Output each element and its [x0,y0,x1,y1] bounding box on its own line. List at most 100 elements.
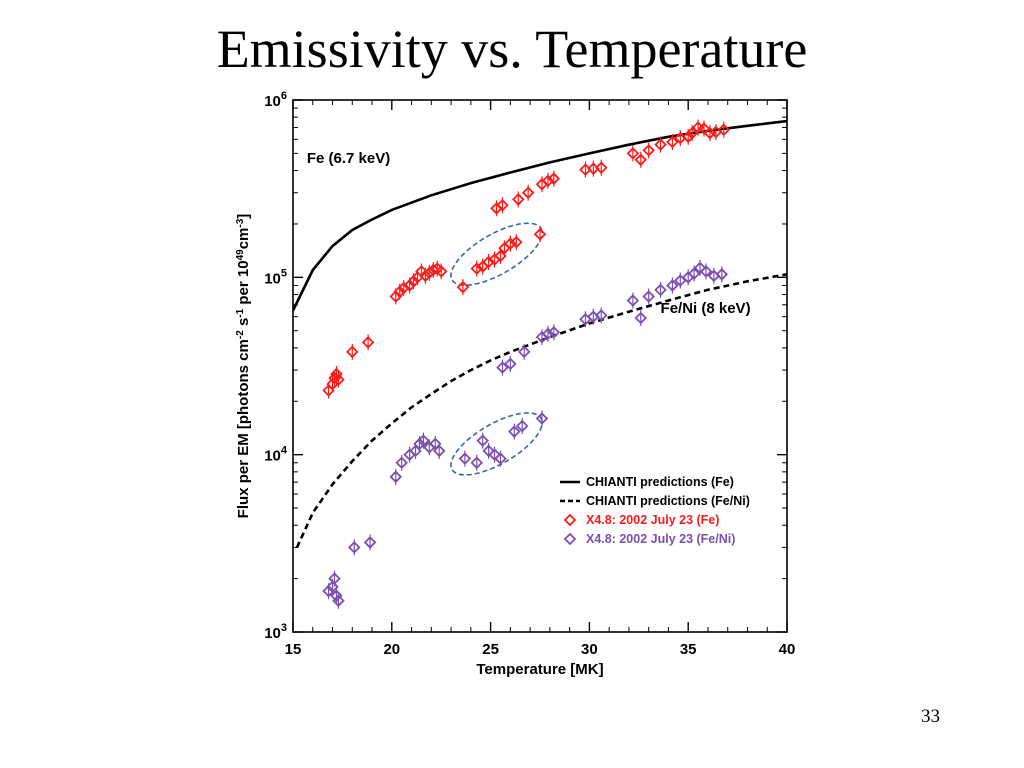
data-point-fe [626,147,640,160]
data-point-fe-ni [328,572,341,585]
data-point-fe-ni [330,589,343,603]
x-tick-label: 35 [680,641,697,658]
data-point-fe [427,263,440,277]
data-point-fe-ni [496,361,509,374]
data-point-fe [423,266,436,280]
x-tick-label: 40 [779,641,796,658]
data-point-fe [419,269,432,283]
data-point-fe [541,174,555,188]
y-tick-exp: 4 [281,445,288,457]
data-point-fe-ni [432,444,446,458]
data-point-fe-ni [494,452,507,465]
y-axis-label: Flux per EM [photons cm-2 s-1 per 1049cm… [235,214,253,519]
data-point-fe-ni [504,357,517,371]
x-tick-label: 15 [285,641,302,658]
y-tick-base: 10 [264,93,281,110]
data-point-fe [642,144,655,157]
data-point-fe [332,373,345,386]
data-point-fe-ni [654,283,667,297]
data-point-fe-ni [642,290,655,303]
y-tick-exp: 3 [281,622,287,634]
data-point-fe [456,280,470,294]
data-point-fe-ni [626,294,640,307]
plot-frame [292,99,788,633]
plot-inner [293,119,787,609]
data-point-fe-ni [322,584,335,598]
y-label-part: cm [235,228,252,250]
data-point-fe [521,186,535,199]
page-number: 33 [921,706,940,727]
data-point-fe-ni [326,580,339,594]
data-point-fe [681,130,695,144]
data-point-fe-ni [515,419,529,433]
data-point-fe-ni [332,594,345,608]
data-point-fe-ni [508,425,521,438]
y-tick-exp: 5 [281,267,287,279]
data-point-fe [654,138,667,151]
data-point-fe [470,262,484,275]
highlight-ellipse [450,222,543,287]
y-tick-label: 103 [264,622,287,642]
plot-layer [293,119,787,609]
data-point-fe-ni [347,541,361,554]
y-tick-base: 10 [264,625,281,642]
data-point-fe [361,336,375,349]
data-point-fe-ni [634,311,648,325]
data-point-fe [346,345,359,359]
legend-label: CHIANTI predictions (Fe/Ni) [586,494,750,508]
page-title: Emissivity vs. Temperature [216,19,808,79]
data-point-fe [482,255,495,269]
data-point-fe [697,122,711,135]
legend-label: X4.8: 2002 July 23 (Fe) [586,513,719,527]
data-point-fe [407,275,420,288]
data-point-fe-ni [482,444,495,458]
legend-label: CHIANTI predictions (Fe) [586,475,734,489]
data-point-fe-ni [693,261,707,275]
data-point-fe-ni [470,456,484,470]
data-point-fe [330,367,343,381]
y-tick-label: 104 [264,445,288,465]
y-label-sup: -2 [235,330,246,339]
data-point-fe-ni [594,309,608,322]
data-point-fe [634,153,648,167]
data-point-fe-ni [666,279,679,292]
data-point-fe-ni [476,434,489,447]
x-tick-label: 30 [581,641,598,658]
data-point-fe [511,193,525,206]
data-point-fe-ni [389,470,403,484]
highlight-ellipse [450,412,543,476]
legend-diamond-fe [563,513,577,527]
data-point-fe [717,123,731,136]
data-point-fe-ni [547,325,561,339]
legend-diamond-fe-ni [563,532,577,546]
y-label-part: ] [235,214,252,219]
x-axis-label: Temperature [MK] [476,661,603,678]
data-point-fe [434,265,448,278]
y-label-part: Flux per EM [photons cm [235,339,252,518]
data-point-fe-ni [488,448,501,461]
data-point-fe [510,235,523,249]
legend-label: X4.8: 2002 July 23 (Fe/Ni) [586,532,735,546]
y-label-sup: -1 [235,308,246,317]
data-point-fe [397,281,410,295]
y-label-sup: -3 [235,218,246,227]
legend: CHIANTI predictions (Fe) CHIANTI predict… [560,475,750,546]
y-tick-label: 105 [264,267,287,287]
data-point-fe-ni [395,456,408,470]
data-point-fe [403,279,416,292]
y-label-part: per 10 [235,260,252,308]
data-point-fe-ni [715,268,729,281]
data-point-fe [703,126,717,140]
y-label-sup: 49 [235,249,246,261]
y-tick-base: 10 [264,448,281,465]
data-point-fe-ni [699,265,713,278]
data-point-fe-ni [363,536,377,549]
data-point-fe-ni [417,434,430,447]
annotation-fe: Fe (6.7 keV) [307,150,390,167]
data-point-fe [547,172,561,185]
data-point-fe [393,285,406,298]
y-label-part: s [235,318,252,331]
data-point-fe [666,135,679,149]
